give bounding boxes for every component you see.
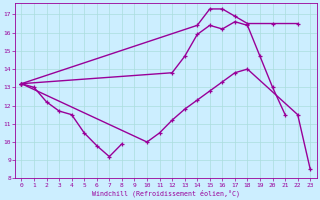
X-axis label: Windchill (Refroidissement éolien,°C): Windchill (Refroidissement éolien,°C) bbox=[92, 189, 240, 197]
